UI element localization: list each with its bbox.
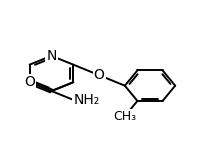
Text: N: N <box>46 49 57 63</box>
Text: NH₂: NH₂ <box>73 93 99 107</box>
Text: O: O <box>94 68 104 82</box>
Text: CH₃: CH₃ <box>113 110 136 123</box>
Text: O: O <box>24 75 35 89</box>
